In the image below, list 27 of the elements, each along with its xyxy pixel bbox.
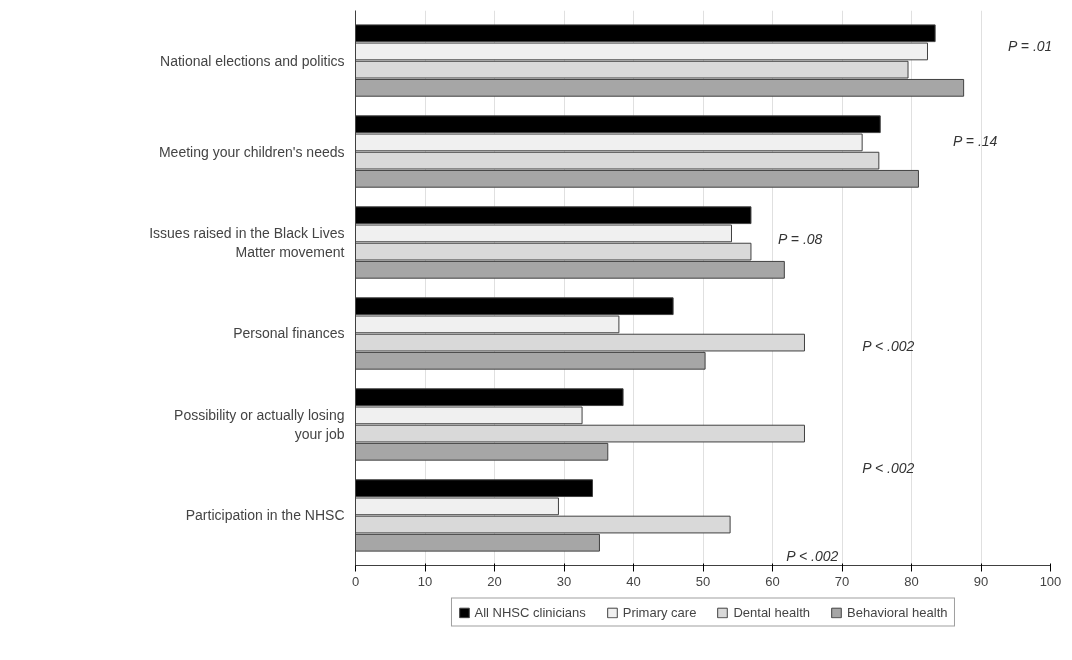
y-tick-label: Possibility or actually losing your job xyxy=(174,406,345,443)
annotation: P < .002 xyxy=(862,459,915,476)
x-tick-label: 60 xyxy=(765,573,780,589)
x-tick-label: 50 xyxy=(695,573,711,589)
annotation: P < .002 xyxy=(786,547,839,564)
y-tick-label: Meeting your children's needs xyxy=(158,143,345,160)
legend-label: Primary care xyxy=(622,604,697,620)
x-tick-label: 80 xyxy=(904,573,919,589)
legend-label: Dental health xyxy=(733,604,811,620)
annotation: P = .14 xyxy=(953,132,998,149)
y-tick-label: Personal finances xyxy=(233,325,345,342)
y-tick-label: Participation in the NHSC xyxy=(185,507,345,524)
legend-label: All NHSC clinicians xyxy=(474,604,586,620)
x-tick-label: 100 xyxy=(1039,573,1062,589)
legend-label: Behavioral health xyxy=(847,604,948,620)
x-tick-label: 10 xyxy=(417,573,433,589)
y-tick-label: Issues raised in the Black Lives Matter movement xyxy=(149,224,345,261)
x-tick-label: 90 xyxy=(973,573,989,589)
annotation: P < .002 xyxy=(862,337,915,354)
x-tick-label: 0 xyxy=(351,573,360,589)
x-tick-label: 40 xyxy=(626,573,641,589)
x-tick-label: 30 xyxy=(556,573,572,589)
x-tick-label: 70 xyxy=(834,573,850,589)
x-tick-label: 20 xyxy=(487,573,502,589)
annotation: P = .01 xyxy=(1008,37,1053,54)
y-tick-label: National elections and politics xyxy=(160,52,345,69)
annotation: P = .08 xyxy=(778,230,823,247)
